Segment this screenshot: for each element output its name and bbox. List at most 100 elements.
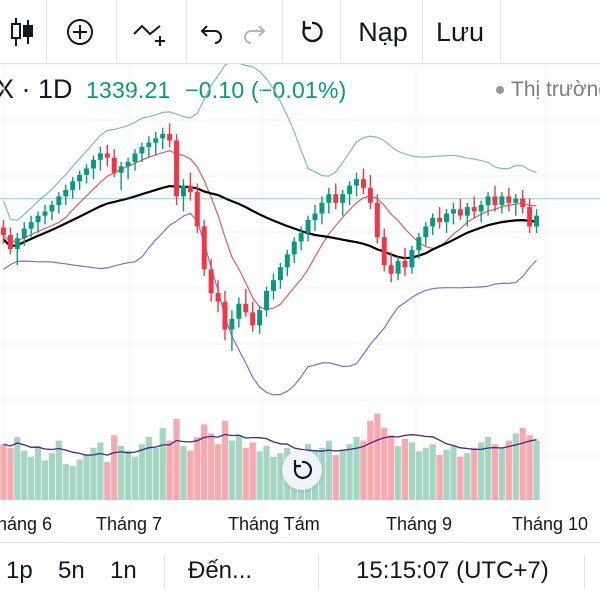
candle-body	[7, 235, 13, 249]
volume-bar	[90, 447, 97, 500]
candle-body	[236, 303, 242, 319]
candle-body	[354, 179, 360, 186]
candle-body	[277, 267, 283, 281]
volume-bar	[360, 440, 367, 500]
volume-bar	[512, 433, 519, 500]
volume-bar	[214, 444, 222, 500]
candle-body	[215, 293, 221, 302]
candle-body	[340, 194, 346, 203]
volume-ma-path	[3, 433, 537, 456]
candle-body	[347, 185, 353, 195]
candle-body	[319, 202, 325, 214]
candles-icon[interactable]	[4, 0, 40, 64]
candle-body	[42, 211, 48, 216]
candle-body	[97, 153, 103, 160]
drawing-tool-icon[interactable]	[126, 0, 174, 64]
load-button[interactable]: Nạp	[348, 0, 418, 64]
candle-body	[56, 196, 62, 205]
volume-bar	[249, 442, 256, 500]
bollinger-basis	[3, 150, 537, 311]
candle-body	[450, 209, 456, 214]
candle-body	[77, 174, 83, 182]
volume-bar	[256, 451, 263, 500]
volume-bar	[422, 447, 429, 500]
candle-body	[174, 140, 180, 197]
candle-body	[506, 196, 512, 203]
candle-body	[520, 198, 526, 208]
redo-icon[interactable]	[238, 0, 270, 64]
volume-bar	[394, 446, 402, 500]
candle-body	[222, 301, 228, 330]
volume-bar	[519, 428, 526, 500]
candle-body	[160, 134, 166, 139]
candle-body	[63, 189, 69, 197]
candle-body	[167, 134, 173, 141]
candle-body	[187, 185, 193, 193]
candle-body	[388, 265, 394, 274]
candle-body	[527, 207, 533, 227]
candle-body	[381, 237, 387, 266]
volume-bar	[457, 456, 464, 500]
volume-bar	[97, 442, 104, 500]
volume-bar	[104, 462, 111, 500]
moving-average-line	[2, 184, 537, 260]
volume-bar	[34, 446, 42, 500]
volume-bar	[21, 450, 28, 500]
price-readout: 1339.21 −0.10 (−0.01%)	[86, 77, 347, 104]
candle-body	[471, 207, 477, 212]
load-label: Nạp	[358, 16, 408, 47]
candle-body	[146, 142, 152, 147]
volume-bar	[166, 440, 173, 500]
volume-bar	[464, 453, 471, 500]
volume-bar	[187, 450, 194, 500]
add-indicator-icon[interactable]	[56, 0, 104, 64]
candle-body	[243, 303, 249, 313]
volume-bar	[138, 444, 146, 500]
market-status-dot	[496, 86, 504, 95]
time-axis[interactable]: Tháng 6 Tháng 7 Tháng Tám Tháng 9 Tháng …	[0, 510, 600, 540]
save-button[interactable]: Lưu	[428, 0, 492, 64]
volume-bar	[145, 437, 152, 500]
volume-bar	[208, 433, 215, 500]
candle-body	[284, 254, 290, 268]
interval-5n[interactable]: 5n	[58, 557, 85, 584]
clock-timezone[interactable]: 15:15:07 (UTC+7)	[356, 557, 549, 584]
candle-body	[264, 290, 270, 311]
price-chart[interactable]	[0, 64, 600, 510]
bottom-toolbar: 1p 5n 1n Đến... 15:15:07 (UTC+7)	[0, 542, 600, 600]
candle-body	[49, 204, 55, 212]
candle-body	[118, 166, 124, 173]
volume-bar	[401, 438, 409, 500]
volume-bars	[0, 413, 540, 500]
interval-1p[interactable]: 1p	[6, 557, 33, 584]
refresh-icon[interactable]	[292, 0, 332, 64]
goto-date-button[interactable]: Đến...	[188, 557, 253, 584]
volume-bar	[55, 440, 62, 500]
volume-bar	[41, 460, 49, 500]
bollinger-lower	[3, 212, 537, 396]
candle-body	[374, 202, 380, 238]
reset-chart-button[interactable]	[282, 450, 322, 490]
volume-bar	[415, 451, 422, 500]
candle-body	[312, 213, 318, 220]
volume-bar	[408, 442, 416, 500]
symbol-interval[interactable]: X · 1D	[0, 74, 73, 104]
candle-body	[437, 217, 443, 223]
candle-body	[28, 222, 34, 229]
candle-body	[492, 196, 498, 205]
candle-body	[444, 213, 450, 223]
volume-bar	[381, 428, 388, 500]
candle-body	[21, 228, 27, 239]
candle-body	[513, 198, 519, 203]
undo-icon[interactable]	[196, 0, 228, 64]
volume-bar	[325, 440, 332, 500]
interval-1n[interactable]: 1n	[110, 557, 137, 584]
volume-bar	[118, 446, 125, 500]
volume-bar	[450, 446, 457, 500]
candle-body	[35, 215, 41, 223]
candlesticks	[0, 123, 540, 352]
volume-bar	[7, 447, 14, 500]
volume-bar	[498, 447, 506, 500]
volume-bar	[194, 437, 201, 500]
volume-bar	[533, 440, 540, 500]
